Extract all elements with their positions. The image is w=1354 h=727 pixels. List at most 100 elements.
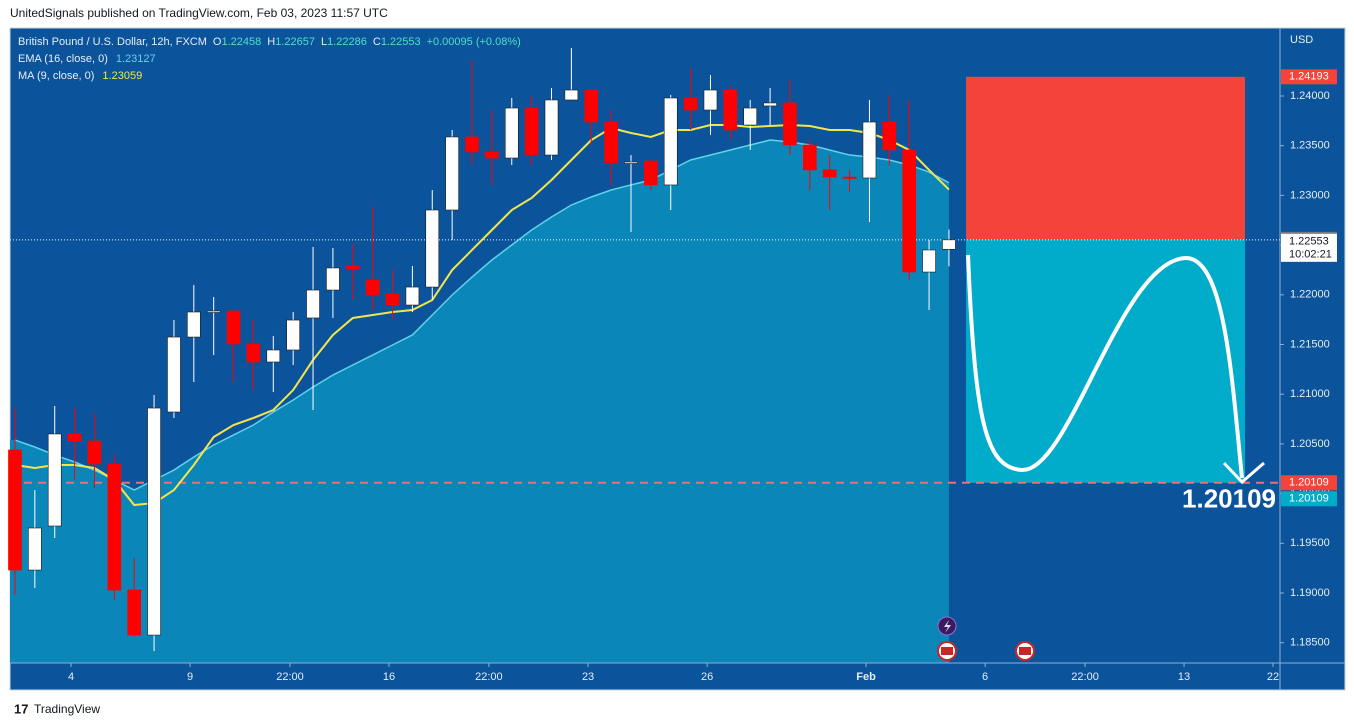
x-tick-label: Feb (856, 671, 876, 683)
candle-body (286, 319, 300, 351)
stop-badge-label: 1.24193 (1289, 71, 1329, 83)
stop-badge (1281, 69, 1337, 85)
candle-body (564, 89, 579, 101)
candle-body (306, 289, 320, 319)
ema-name: EMA (16, close, 0) (18, 53, 108, 65)
ema-legend: EMA (16, close, 0) 1.23127 (18, 53, 156, 65)
price-badge-label: 1.22553 (1289, 236, 1329, 248)
ohlc-key: O (213, 36, 222, 48)
flag-icon (941, 647, 953, 655)
legend: British Pound / U.S. Dollar, 12h, FXCM O1… (18, 36, 521, 82)
x-tick-label: 26 (701, 671, 713, 683)
candle-body (28, 527, 42, 571)
candle-body (226, 310, 241, 345)
ma-name: MA (9, close, 0) (18, 70, 94, 82)
x-tick-label: 16 (383, 671, 395, 683)
candle-body (187, 311, 201, 338)
candle-body (862, 121, 877, 179)
candle-body (644, 160, 658, 186)
candle-body (206, 310, 221, 313)
x-tick-label: 22:00 (1071, 671, 1099, 683)
candle-body (47, 433, 62, 527)
change: +0.00095 (+0.08%) (427, 36, 521, 48)
events (937, 616, 1035, 661)
y-tick-label: 1.20500 (1290, 438, 1330, 450)
drawn-curve (966, 254, 1244, 479)
event-icon (944, 620, 951, 633)
y-tick-label: 1.19000 (1290, 587, 1330, 599)
x-tick-label: 22:00 (475, 671, 503, 683)
y-tick-label: 1.19500 (1290, 537, 1330, 549)
candle-body (584, 89, 599, 123)
ohlc-value: 1.22553 (381, 36, 421, 48)
candle-body (87, 440, 102, 465)
candle-body (803, 144, 817, 171)
stop-zone (966, 76, 1246, 240)
x-tick-label: 9 (187, 671, 193, 683)
y-tick-label: 1.21500 (1290, 338, 1330, 350)
legend-title: British Pound / U.S. Dollar, 12h, FXCM O1… (18, 36, 521, 48)
x-tick-label: 13 (1178, 671, 1190, 683)
x-tick-label: 23 (582, 671, 594, 683)
candle-body (67, 433, 82, 442)
candle-body (326, 267, 340, 291)
candle-body (942, 239, 956, 250)
x-tick-label: 6 (982, 671, 988, 683)
logo: 17 (14, 701, 28, 716)
candle-body (604, 121, 618, 164)
ema-area (10, 140, 949, 663)
candle-body (504, 107, 519, 159)
ohlc-value: 1.22657 (275, 36, 315, 48)
candle-body (385, 293, 400, 306)
y-tick-label: 1.22000 (1290, 289, 1330, 301)
ma-value: 1.23059 (102, 70, 142, 82)
arrow-head (1222, 461, 1265, 485)
currency: USD (1290, 34, 1313, 46)
candle-body (922, 249, 936, 273)
x-tick-label: 22:00 (276, 671, 304, 683)
ohlc-key: L (321, 36, 327, 48)
target-badge (1281, 475, 1337, 491)
candle-body (763, 102, 777, 107)
candle-body (266, 349, 281, 363)
candle-body (723, 89, 738, 131)
price-badge (1281, 233, 1337, 262)
ohlc-key: C (373, 36, 381, 48)
candle-body (663, 97, 678, 186)
ohlc-value: 1.22286 (327, 36, 367, 48)
candle-body (902, 149, 916, 273)
candle-body (107, 463, 122, 591)
target-zone (966, 239, 1246, 483)
candle-body (703, 89, 718, 111)
x-tick-label: 4 (68, 671, 74, 683)
candle-body (147, 407, 161, 636)
candle-body (624, 161, 638, 164)
candle-body (524, 107, 539, 156)
candle-body (8, 449, 22, 571)
candle-body (485, 151, 499, 159)
candle-body (544, 99, 559, 156)
countdown: 10:02:21 (1289, 249, 1332, 261)
candle-body (345, 265, 360, 270)
ohlc-value: 1.22458 (221, 36, 261, 48)
candle-body (365, 279, 380, 296)
target-badge-label: 1.20109 (1289, 477, 1329, 489)
target-label: 1.20109 (1182, 484, 1276, 514)
candle-body (246, 343, 261, 363)
candle-body (425, 209, 440, 288)
ohlc-key: H (267, 36, 275, 48)
symbol: British Pound / U.S. Dollar, 12h, FXCM (18, 36, 207, 48)
candle-body (445, 136, 459, 211)
ema-value: 1.23127 (116, 53, 156, 65)
x-tick-label: 22 (1267, 671, 1279, 683)
candle-body (405, 286, 420, 306)
candle-body (822, 169, 837, 178)
target-badge (1281, 491, 1337, 507)
candle-body (842, 176, 857, 179)
target-badge-label: 1.20109 (1289, 493, 1329, 505)
y-tick-label: 1.18500 (1290, 637, 1330, 649)
ma-legend: MA (9, close, 0) 1.23059 (18, 70, 142, 82)
brand: TradingView (34, 702, 100, 716)
